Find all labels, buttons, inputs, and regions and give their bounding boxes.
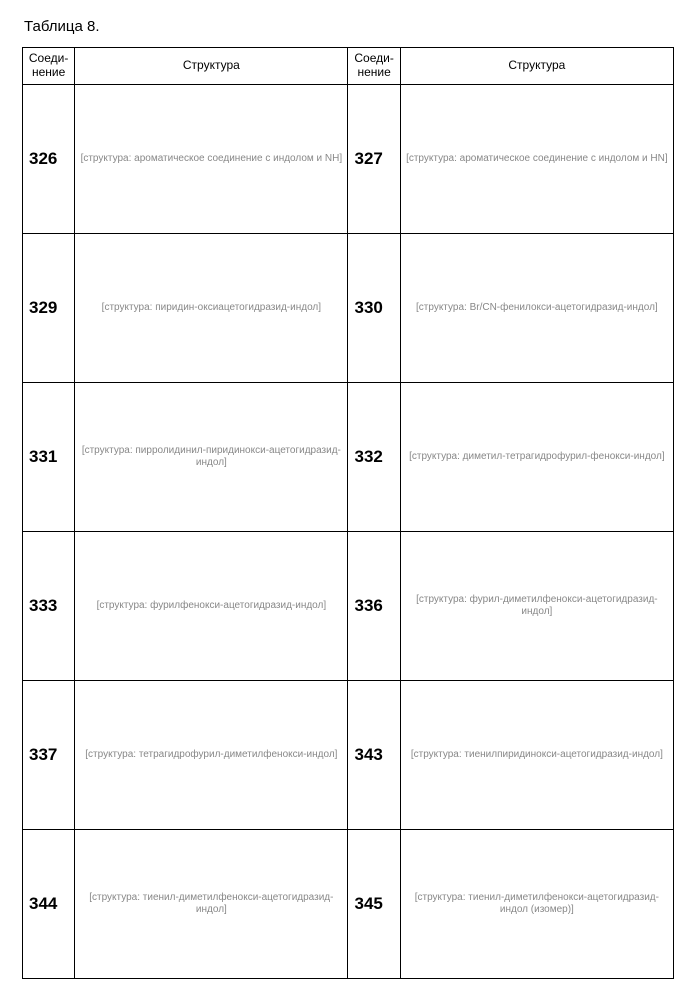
structure-diagram: [структура: тетрагидрофурил-диметилфенок… (77, 685, 345, 825)
structure-cell: [структура: фурилфенокси-ацетогидразид-и… (75, 531, 348, 680)
structure-cell: [структура: тетрагидрофурил-диметилфенок… (75, 680, 348, 829)
compound-number: 333 (23, 531, 75, 680)
structure-cell: [структура: диметил-тетрагидрофурил-фено… (400, 382, 673, 531)
table-row: 333[структура: фурилфенокси-ацетогидрази… (23, 531, 674, 680)
compounds-table: Соеди-нение Структура Соеди-нение Структ… (22, 47, 674, 979)
structure-cell: [структура: тиенил-диметилфенокси-ацетог… (400, 829, 673, 978)
table-row: 337[структура: тетрагидрофурил-диметилфе… (23, 680, 674, 829)
structure-diagram: [структура: Br/CN-фенилокси-ацетогидрази… (403, 238, 671, 378)
structure-diagram: [структура: фурилфенокси-ацетогидразид-и… (77, 536, 345, 676)
table-header-row: Соеди-нение Структура Соеди-нение Структ… (23, 48, 674, 85)
compound-number: 329 (23, 233, 75, 382)
table-caption: Таблица 8. (24, 18, 674, 35)
compound-number: 332 (348, 382, 400, 531)
structure-cell: [структура: ароматическое соединение с и… (400, 84, 673, 233)
table-row: 331[структура: пирролидинил-пиридинокси-… (23, 382, 674, 531)
compound-number: 327 (348, 84, 400, 233)
compound-number: 344 (23, 829, 75, 978)
header-structure-left: Структура (75, 48, 348, 85)
compound-number: 336 (348, 531, 400, 680)
structure-diagram: [структура: тиенилпиридинокси-ацетогидра… (403, 685, 671, 825)
compound-number: 326 (23, 84, 75, 233)
structure-diagram: [структура: ароматическое соединение с и… (77, 89, 345, 229)
header-compound-left: Соеди-нение (23, 48, 75, 85)
structure-diagram: [структура: фурил-диметилфенокси-ацетоги… (403, 536, 671, 676)
table-body: 326[структура: ароматическое соединение … (23, 84, 674, 978)
structure-diagram: [структура: ароматическое соединение с и… (403, 89, 671, 229)
structure-cell: [структура: Br/CN-фенилокси-ацетогидрази… (400, 233, 673, 382)
compound-number: 345 (348, 829, 400, 978)
compound-number: 337 (23, 680, 75, 829)
structure-cell: [структура: ароматическое соединение с и… (75, 84, 348, 233)
structure-cell: [структура: пирролидинил-пиридинокси-аце… (75, 382, 348, 531)
table-row: 329[структура: пиридин-оксиацетогидразид… (23, 233, 674, 382)
compound-number: 330 (348, 233, 400, 382)
structure-diagram: [структура: тиенил-диметилфенокси-ацетог… (403, 834, 671, 974)
table-row: 344[структура: тиенил-диметилфенокси-аце… (23, 829, 674, 978)
structure-cell: [структура: фурил-диметилфенокси-ацетоги… (400, 531, 673, 680)
structure-diagram: [структура: диметил-тетрагидрофурил-фено… (403, 387, 671, 527)
header-compound-right: Соеди-нение (348, 48, 400, 85)
table-row: 326[структура: ароматическое соединение … (23, 84, 674, 233)
structure-cell: [структура: тиенил-диметилфенокси-ацетог… (75, 829, 348, 978)
header-structure-right: Структура (400, 48, 673, 85)
structure-diagram: [структура: пирролидинил-пиридинокси-аце… (77, 387, 345, 527)
structure-diagram: [структура: пиридин-оксиацетогидразид-ин… (77, 238, 345, 378)
structure-cell: [структура: пиридин-оксиацетогидразид-ин… (75, 233, 348, 382)
structure-cell: [структура: тиенилпиридинокси-ацетогидра… (400, 680, 673, 829)
compound-number: 343 (348, 680, 400, 829)
compound-number: 331 (23, 382, 75, 531)
structure-diagram: [структура: тиенил-диметилфенокси-ацетог… (77, 834, 345, 974)
